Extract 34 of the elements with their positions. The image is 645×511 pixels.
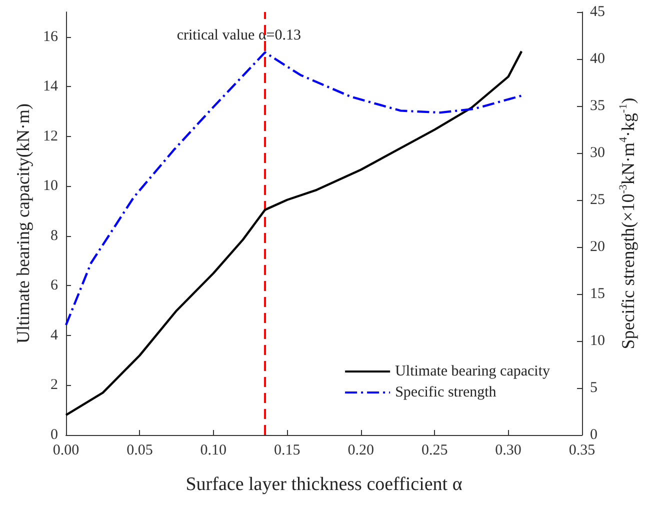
x-tick-label: 0.25	[421, 442, 448, 458]
y2-tick-label: 10	[590, 333, 605, 349]
y2-tick-label: 45	[590, 4, 605, 20]
x-tick-label: 0.10	[200, 442, 227, 458]
x-tick-label: 0.30	[495, 442, 522, 458]
line-series	[64, 51, 523, 326]
y2-tick-label: 25	[590, 192, 605, 208]
x-axis-title: Surface layer thickness coefficient α	[186, 474, 462, 495]
y2-tick-label: 40	[590, 51, 605, 67]
x-tick-label: 0.00	[52, 442, 80, 458]
y-tick-label: 12	[43, 128, 58, 144]
y2-tick-label: 0	[590, 427, 598, 443]
legend-label: Specific strength	[395, 384, 497, 400]
y-tick-label: 10	[43, 178, 58, 194]
x-tick-label: 0.15	[274, 442, 300, 458]
y2-tick-label: 35	[590, 98, 605, 114]
y-tick-label: 14	[43, 78, 58, 95]
x-tick-label: 0.20	[348, 442, 374, 458]
y2-axis-title: Specific strength(×10-3kN·m4·kg-1)	[618, 98, 638, 350]
y2-tick-label: 20	[590, 239, 605, 255]
y-tick-label: 8	[50, 228, 58, 244]
y-tick-label: 0	[50, 427, 58, 443]
y2-tick-label: 30	[590, 145, 605, 161]
y-axis-title: Ultimate bearing capacity(kN·m)	[13, 104, 34, 344]
legend-label: Ultimate bearing capacity	[395, 364, 550, 380]
x-tick-label: 0.35	[568, 442, 596, 458]
y-tick-label: 16	[43, 28, 58, 45]
x-tick-label: 0.05	[126, 442, 153, 458]
y-tick-label: 6	[50, 278, 58, 294]
y2-tick-label: 15	[590, 286, 605, 302]
y-tick-label: 4	[50, 327, 58, 344]
ref-line-label: critical value α=0.13	[176, 28, 302, 44]
y2-tick-label: 5	[590, 380, 598, 396]
y-tick-label: 2	[50, 377, 58, 394]
